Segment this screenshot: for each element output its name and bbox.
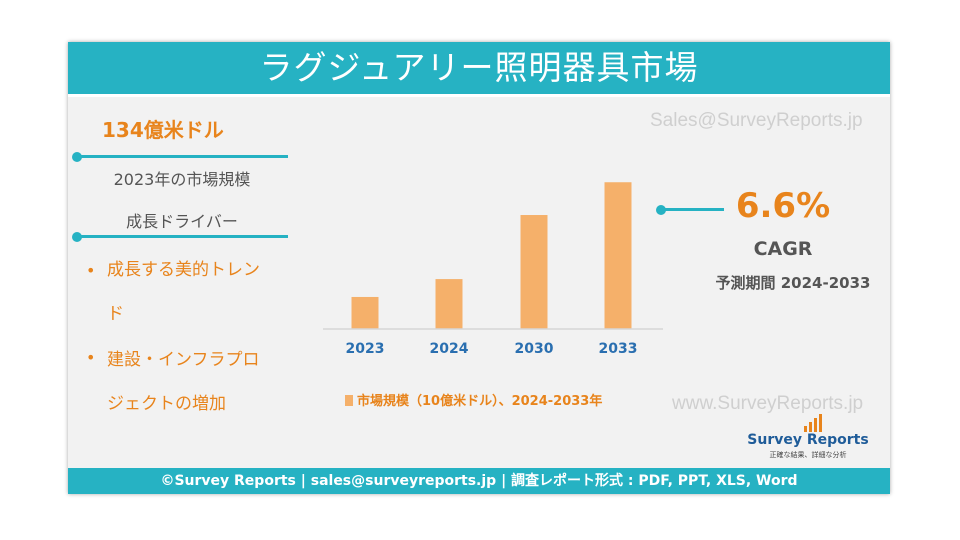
- infographic-card: ラグジュアリー照明器具市場 134億米ドル 2023年の市場規模 成長ドライバー…: [68, 42, 890, 494]
- x-tick-label: 2024: [430, 341, 469, 357]
- driver-item-line: ド: [107, 304, 124, 324]
- x-tick-label: 2023: [346, 341, 385, 357]
- cagr-label: CAGR: [753, 238, 813, 260]
- logo-tagline: 正確な結果、詳細な分析: [769, 451, 847, 459]
- bullet-icon: •: [86, 261, 96, 280]
- market-bar-chart: 2023 2024 2030 2033 市場規模（10億米ドル）、2024-2033年: [323, 182, 663, 409]
- footer-bar: ©Survey Reports | sales@surveyreports.jp…: [68, 468, 890, 494]
- bar-2033: [604, 182, 632, 329]
- x-tick-label: 2033: [599, 341, 638, 357]
- divider-line: [76, 155, 288, 158]
- title-divider: [68, 94, 890, 97]
- bar-2024: [435, 279, 463, 329]
- logo-bars-icon: [768, 414, 858, 432]
- driver-item-line: ジェクトの増加: [107, 394, 226, 414]
- forecast-period: 予測期間 2024-2033: [715, 274, 871, 292]
- driver-item: 成長する美的トレン ド: [107, 248, 297, 336]
- logo-name: Survey Reports: [747, 432, 869, 448]
- market-size-label: 2023年の市場規模: [113, 170, 251, 189]
- cagr-line: [660, 208, 724, 211]
- driver-item: 建設・インフラプロ ジェクトの増加: [107, 338, 297, 426]
- driver-item-line: 成長する美的トレン: [107, 260, 260, 280]
- market-size-value: 134億米ドル: [102, 118, 224, 142]
- watermark-email: Sales@SurveyReports.jp: [650, 110, 863, 131]
- bar-2023: [351, 296, 379, 329]
- legend-swatch: [345, 395, 353, 406]
- bullet-icon: •: [86, 348, 96, 367]
- divider-line: [76, 235, 288, 238]
- page-title: ラグジュアリー照明器具市場: [68, 42, 890, 94]
- bar-2030: [520, 215, 548, 329]
- drivers-heading: 成長ドライバー: [126, 212, 238, 231]
- cagr-value: 6.6%: [735, 186, 831, 226]
- driver-item-line: 建設・インフラプロ: [107, 350, 260, 370]
- x-tick-label: 2030: [515, 341, 554, 357]
- legend-label: 市場規模（10億米ドル）、2024-2033年: [357, 393, 602, 409]
- watermark-url: www.SurveyReports.jp: [672, 393, 864, 414]
